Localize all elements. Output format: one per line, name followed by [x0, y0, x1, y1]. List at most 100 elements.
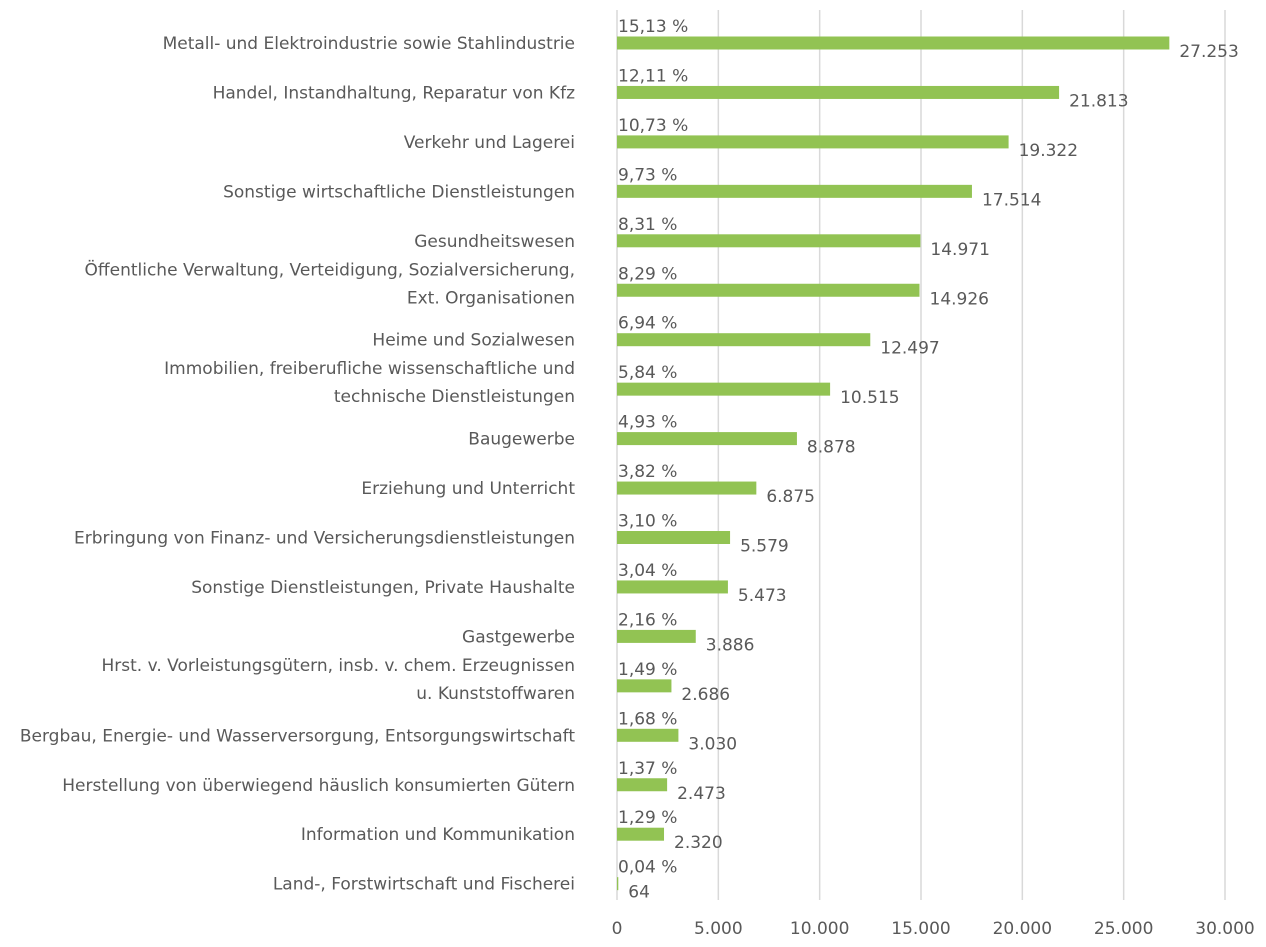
- x-tick-label: 15.000: [891, 919, 950, 939]
- category-label: Sonstige Dienstleistungen, Private Haush…: [191, 578, 575, 598]
- bar: [617, 283, 920, 297]
- category-label: Erziehung und Unterricht: [361, 479, 575, 499]
- category-line: Sonstige Dienstleistungen, Private Haush…: [191, 578, 575, 598]
- x-tick-label: 10.000: [790, 919, 849, 939]
- category-line: Gastgewerbe: [462, 627, 575, 647]
- category-label: Verkehr und Lagerei: [404, 133, 575, 153]
- category-line: Handel, Instandhaltung, Reparatur von Kf…: [213, 83, 576, 103]
- value-label: 64: [628, 883, 650, 903]
- x-tick-label: 0: [612, 919, 623, 939]
- category-label: Metall- und Elektroindustrie sowie Stahl…: [163, 34, 575, 54]
- value-label: 6.875: [766, 487, 815, 507]
- category-line: Öffentliche Verwaltung, Verteidigung, So…: [85, 258, 575, 280]
- category-line: Verkehr und Lagerei: [404, 133, 575, 153]
- bar: [617, 184, 972, 198]
- x-tick-label: 25.000: [1094, 919, 1153, 939]
- value-label: 2.473: [677, 784, 726, 804]
- bar: [617, 135, 1009, 149]
- category-line: Heime und Sozialwesen: [372, 331, 575, 351]
- bar: [617, 827, 665, 841]
- bar: [617, 580, 728, 594]
- category-line: Immobilien, freiberufliche wissenschaftl…: [164, 359, 575, 379]
- category-line: Herstellung von überwiegend häuslich kon…: [62, 776, 575, 796]
- category-line: Erziehung und Unterricht: [361, 479, 575, 499]
- bar: [617, 234, 921, 248]
- category-label: Sonstige wirtschaftliche Dienstleistunge…: [223, 182, 575, 202]
- value-label: 2.686: [681, 685, 730, 705]
- share-label: 3,82 %: [618, 462, 677, 482]
- share-label: 4,93 %: [618, 413, 677, 433]
- category-label: Gesundheitswesen: [414, 232, 575, 252]
- category-label: Öffentliche Verwaltung, Verteidigung, So…: [85, 258, 575, 308]
- value-label: 8.878: [807, 438, 856, 458]
- value-label: 3.030: [688, 734, 737, 754]
- category-label: Hrst. v. Vorleistungsgütern, insb. v. ch…: [101, 656, 575, 704]
- value-label: 3.886: [706, 635, 755, 655]
- share-label: 12,11 %: [618, 66, 688, 86]
- x-tick-label: 30.000: [1195, 919, 1254, 939]
- category-label: Immobilien, freiberufliche wissenschaftl…: [164, 359, 575, 407]
- category-line: technische Dienstleistungen: [334, 387, 575, 407]
- value-label: 2.320: [674, 833, 723, 853]
- bar: [617, 85, 1060, 99]
- category-label: Bergbau, Energie- und Wasserversorgung, …: [20, 726, 575, 746]
- share-label: 1,68 %: [618, 709, 677, 729]
- category-line: Gesundheitswesen: [414, 232, 575, 252]
- category-label: Herstellung von überwiegend häuslich kon…: [62, 776, 575, 796]
- value-label: 21.813: [1069, 91, 1128, 111]
- bar: [617, 432, 797, 446]
- value-label: 19.322: [1019, 141, 1078, 161]
- category-line: Land-, Forstwirtschaft und Fischerei: [273, 875, 575, 895]
- bar: [617, 877, 619, 891]
- share-label: 3,10 %: [618, 512, 677, 532]
- category-line: Erbringung von Finanz- und Versicherungs…: [74, 529, 575, 549]
- category-label: Information und Kommunikation: [301, 825, 575, 845]
- bar: [617, 531, 731, 544]
- category-line: u. Kunststoffwaren: [416, 684, 575, 704]
- bar: [617, 679, 672, 693]
- bar: [617, 382, 831, 396]
- category-line: Metall- und Elektroindustrie sowie Stahl…: [163, 34, 575, 54]
- bar: [617, 629, 696, 643]
- bar: [617, 36, 1170, 50]
- category-line: Bergbau, Energie- und Wasserversorgung, …: [20, 726, 575, 746]
- share-label: 5,84 %: [618, 363, 677, 383]
- value-label: 14.926: [930, 289, 989, 309]
- share-label: 1,29 %: [618, 808, 677, 828]
- category-line: Ext. Organisationen: [407, 288, 575, 308]
- category-label: Gastgewerbe: [462, 627, 575, 647]
- bar: [617, 778, 668, 792]
- bar: [617, 333, 871, 347]
- category-line: Hrst. v. Vorleistungsgütern, insb. v. ch…: [101, 656, 575, 676]
- share-label: 15,13 %: [618, 17, 688, 37]
- share-label: 1,49 %: [618, 660, 677, 680]
- share-label: 10,73 %: [618, 116, 688, 136]
- bar: [617, 728, 679, 742]
- share-label: 1,37 %: [618, 759, 677, 779]
- value-label: 10.515: [840, 388, 899, 408]
- share-label: 6,94 %: [618, 314, 677, 334]
- category-label: Land-, Forstwirtschaft und Fischerei: [273, 875, 575, 895]
- share-label: 9,73 %: [618, 165, 677, 185]
- x-tick-label: 5.000: [694, 919, 743, 939]
- bar: [617, 481, 757, 495]
- category-line: Sonstige wirtschaftliche Dienstleistunge…: [223, 182, 575, 202]
- value-label: 5.579: [740, 537, 789, 557]
- share-label: 3,04 %: [618, 561, 677, 581]
- value-label: 14.971: [930, 240, 989, 260]
- category-line: Information und Kommunikation: [301, 825, 575, 845]
- x-tick-label: 20.000: [993, 919, 1052, 939]
- category-label: Erbringung von Finanz- und Versicherungs…: [74, 529, 575, 549]
- category-label: Handel, Instandhaltung, Reparatur von Kf…: [213, 83, 576, 103]
- value-label: 17.514: [982, 190, 1041, 210]
- value-label: 12.497: [880, 339, 939, 359]
- share-label: 2,16 %: [618, 610, 677, 630]
- category-label: Baugewerbe: [468, 430, 575, 450]
- category-label: Heime und Sozialwesen: [372, 331, 575, 351]
- value-label: 5.473: [738, 586, 787, 606]
- share-label: 8,31 %: [618, 215, 677, 235]
- category-line: Baugewerbe: [468, 430, 575, 450]
- value-label: 27.253: [1179, 42, 1238, 62]
- share-label: 0,04 %: [618, 858, 677, 878]
